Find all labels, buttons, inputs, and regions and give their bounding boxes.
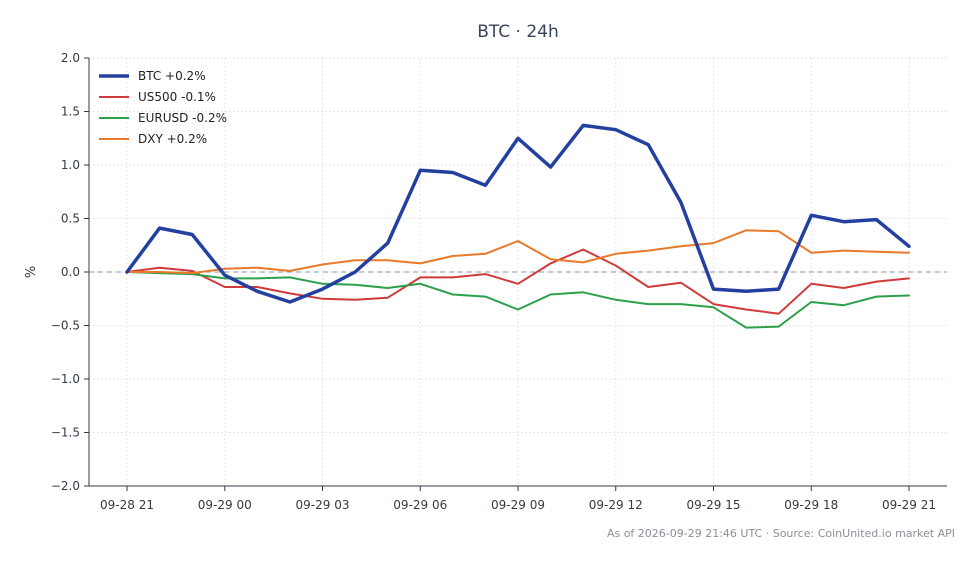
y-tick-label: 0.5 (61, 212, 80, 226)
legend-label: BTC +0.2% (138, 69, 206, 83)
x-tick-label: 09-29 06 (393, 498, 447, 512)
legend-label: US500 -0.1% (138, 90, 216, 104)
y-tick-label: −1.0 (51, 372, 80, 386)
series-line (126, 248, 910, 315)
y-axis-ticks: 2.0 1.5 1.0 0.5 0.0 −0.5 −1.0 −1.5 −2.0 (51, 51, 89, 493)
x-tick-label: 09-29 15 (687, 498, 741, 512)
y-tick-label: 0.0 (61, 265, 80, 279)
series-line (125, 123, 911, 304)
y-tick-label: 1.0 (61, 158, 80, 172)
x-tick-label: 09-29 03 (296, 498, 350, 512)
y-tick-label: 2.0 (61, 51, 80, 65)
series-line (126, 229, 910, 275)
x-tick-label: 09-29 18 (784, 498, 838, 512)
y-tick-label: 1.5 (61, 105, 80, 119)
legend-label: EURUSD -0.2% (138, 111, 227, 125)
chart-title: BTC · 24h (477, 22, 559, 42)
legend-label: DXY +0.2% (138, 132, 207, 146)
x-tick-label: 09-29 12 (589, 498, 643, 512)
y-tick-label: −2.0 (51, 479, 80, 493)
x-tick-label: 09-29 00 (198, 498, 252, 512)
series-line (126, 271, 910, 329)
x-axis-ticks: 09-28 21 09-29 00 09-29 03 09-29 06 09-29 09… (100, 486, 936, 512)
legend: BTC +0.2% US500 -0.1% EURUSD -0.2% DXY +0.2… (99, 69, 227, 146)
series-lines (125, 123, 911, 329)
source-footer: As of 2026-09-29 21:46 UTC · Source: Coi… (607, 527, 955, 540)
x-tick-label: 09-28 21 (100, 498, 154, 512)
y-tick-label: −0.5 (51, 319, 80, 333)
x-tick-label: 09-29 09 (491, 498, 545, 512)
grid (89, 57, 947, 487)
y-tick-label: −1.5 (51, 426, 80, 440)
x-tick-label: 09-29 21 (882, 498, 936, 512)
y-axis-label: % (24, 266, 39, 278)
